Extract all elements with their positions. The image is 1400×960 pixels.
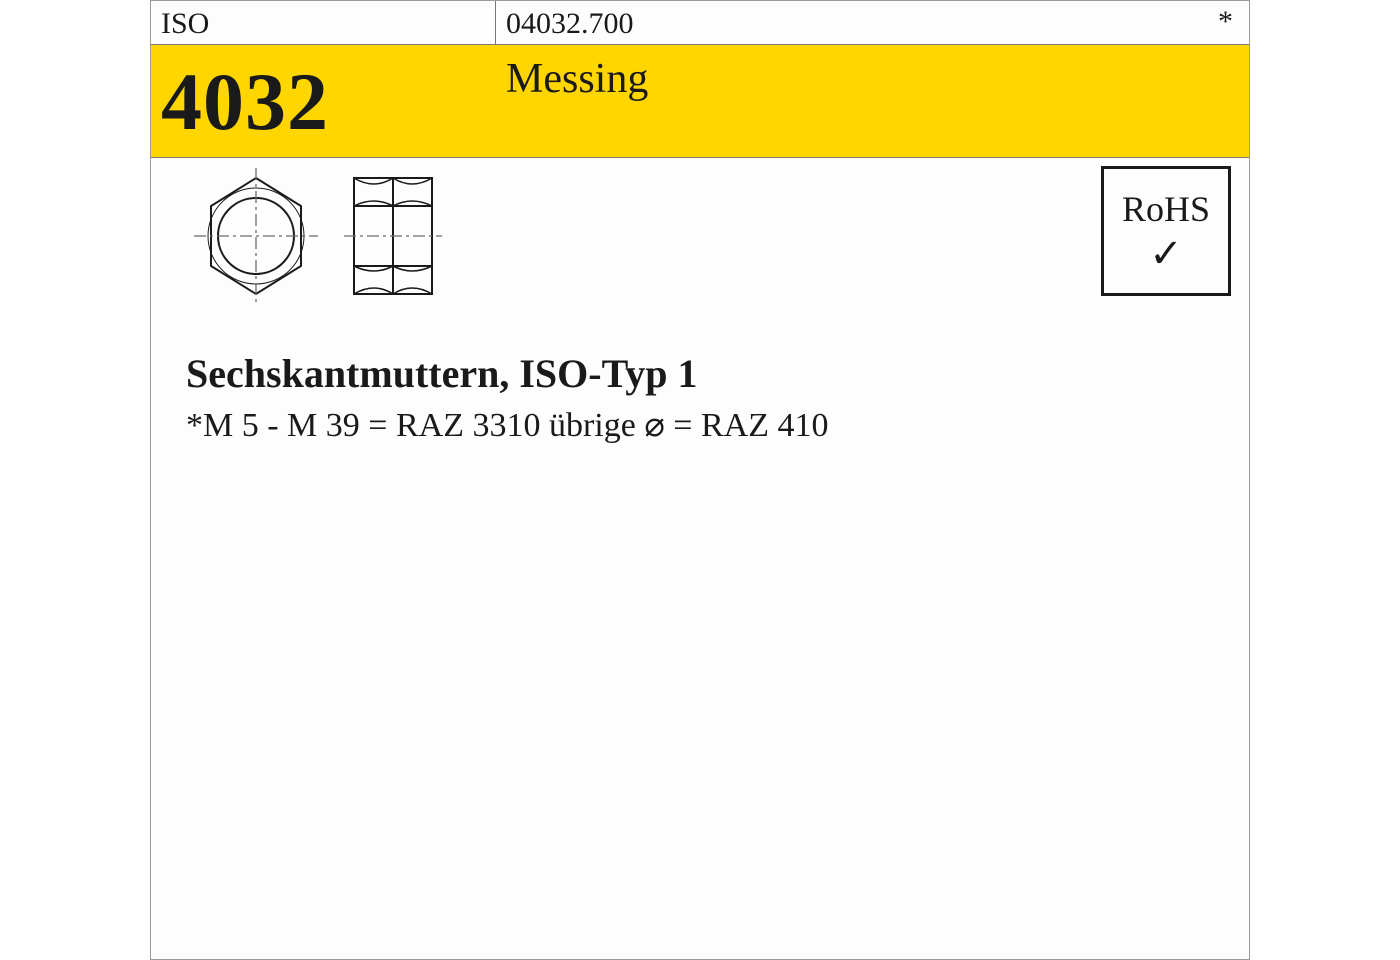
diagram-row: RoHS ✓ [151,158,1249,336]
header-row: ISO 04032.700 * [151,1,1249,45]
product-note: *M 5 - M 39 = RAZ 3310 übrige ⌀ = RAZ 41… [151,397,1249,445]
article-number: 04032.700 * [496,1,1249,44]
product-title: Sechskantmuttern, ISO-Typ 1 [151,336,1249,397]
check-icon: ✓ [1149,234,1183,274]
spec-card: ISO 04032.700 * 4032 Messing [150,0,1250,960]
rohs-label: RoHS [1122,188,1210,230]
yellow-band: 4032 Messing [151,45,1249,158]
standard-label: ISO [151,1,496,44]
rohs-badge: RoHS ✓ [1101,166,1231,296]
hex-nut-icon [186,166,456,336]
article-number-text: 04032.700 [506,7,634,40]
material-label: Messing [496,45,1249,157]
standard-number: 4032 [151,45,496,157]
star-marker: * [1218,5,1233,39]
